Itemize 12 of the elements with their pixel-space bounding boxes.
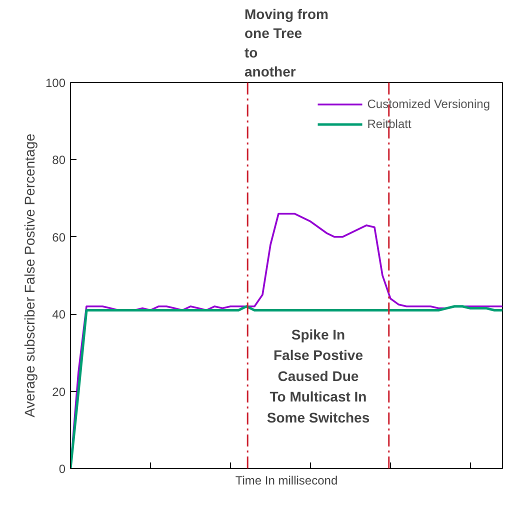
legend-label: Customized Versioning [367,97,490,111]
y-tick-label: 80 [52,153,66,168]
y-axis-title: Average subscriber False Postive Percentage [21,133,38,418]
text: Moving from one Tree to another [244,6,329,80]
legend-label: Reitblatt [367,117,412,131]
y-tick-label: 60 [52,230,66,244]
y-tick-label: 20 [52,384,66,399]
x-axis-title: Time In millisecond [235,474,338,488]
annotation: Spike In False Postive Caused Due To Multicast In Some Switches [266,326,370,426]
y-tick-label: 0 [58,462,66,476]
y-tick-label: 100 [45,76,66,90]
y-tick-label: 40 [52,308,66,322]
